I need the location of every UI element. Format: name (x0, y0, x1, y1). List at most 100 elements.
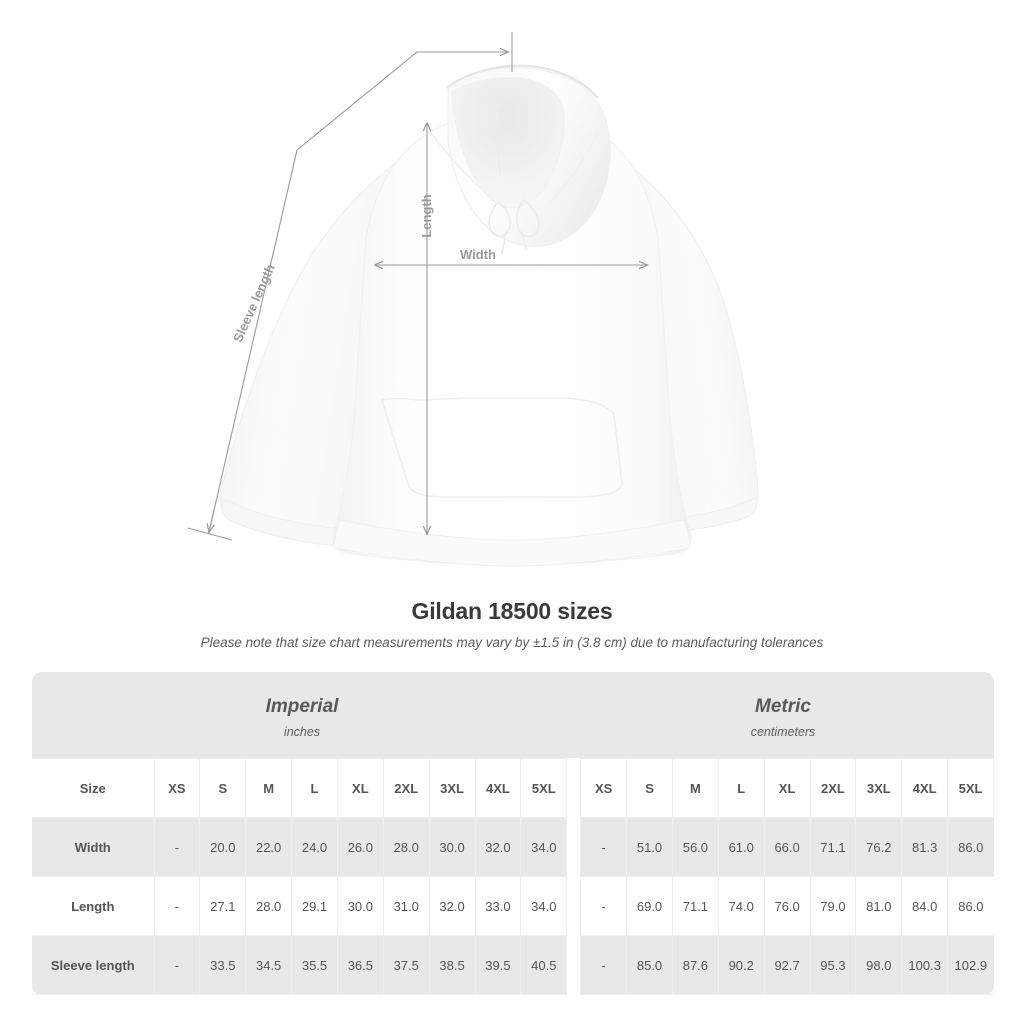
table-row: Sleeve length -33.5 34.5 35.5 36.5 37.5 38.5 39… (32, 935, 994, 995)
cell-metric: 79.0 (809, 876, 857, 936)
cell-metric: 102.9 (947, 935, 994, 995)
cell-imperial: 24.0 (291, 817, 338, 877)
cell-imperial: 32.0 (474, 817, 522, 877)
cell-imperial: 30.0 (428, 817, 476, 877)
cell-metric: 76.0 (763, 876, 811, 936)
cell-imperial: 31.0 (382, 876, 430, 936)
cell-imperial: 40.5 (520, 935, 568, 995)
cell-metric: 86.0 (947, 876, 994, 936)
size-header-metric-3xl: 3XL (855, 758, 903, 818)
sleeve-length-start-tick (187, 527, 233, 541)
unit-metric-name: Metric (755, 695, 811, 717)
cell-metric: 86.0 (947, 817, 994, 877)
cell-metric: - (580, 817, 628, 877)
table-row: Width -20.0 22.0 24.0 26.0 28.0 30.0 32.0 34.0-5… (32, 817, 994, 877)
size-header-metric-s: S (626, 758, 673, 818)
cell-metric: - (580, 935, 628, 995)
sleeve-length-arrow-start (209, 509, 214, 532)
unit-imperial-sub: inches (283, 724, 321, 739)
size-header-imperial-xl: XL (336, 758, 384, 818)
cell-metric: 61.0 (717, 817, 765, 877)
page-title: Gildan 18500 sizes (411, 598, 613, 624)
cell-imperial: 38.5 (428, 935, 476, 995)
cell-imperial: 33.0 (474, 876, 522, 936)
cell-metric: 95.3 (809, 935, 857, 995)
table-header-row: Size XS S M L XL 2XL 3XL 4XL 5XL XS S M L XL 2XL 3XL 4XL… (32, 758, 994, 818)
size-header-metric-xs: XS (580, 758, 628, 818)
cell-metric: 84.0 (901, 876, 949, 936)
cell-imperial: 20.0 (199, 817, 247, 877)
cell-imperial: 35.5 (291, 935, 338, 995)
table-corner-label: Size (32, 758, 155, 818)
cell-imperial: - (153, 935, 201, 995)
size-header-metric-m: M (671, 758, 719, 818)
cell-metric: 56.0 (671, 817, 719, 877)
cell-imperial: 34.0 (520, 817, 568, 877)
unit-metric-sub: centimeters (750, 724, 816, 739)
cell-metric: 66.0 (763, 817, 811, 877)
unit-divider (566, 876, 581, 936)
table-row: Length -27.1 28.0 29.1 30.0 31.0 32.0 33.0 34.0-… (32, 876, 994, 936)
sleeve-length-arrow (208, 52, 508, 533)
unit-divider (566, 758, 581, 818)
cell-imperial: 28.0 (382, 817, 430, 877)
cell-imperial: 26.0 (336, 817, 384, 877)
size-header-metric-l: L (717, 758, 765, 818)
cell-imperial: 36.5 (336, 935, 384, 995)
unit-metric: Metric centimeters (572, 672, 994, 758)
size-header-metric-2xl: 2XL (809, 758, 857, 818)
row-label: Length (32, 876, 155, 936)
cell-metric: 92.7 (763, 935, 811, 995)
cell-metric: 98.0 (855, 935, 903, 995)
cell-metric: 100.3 (901, 935, 949, 995)
size-header-imperial-3xl: 3XL (428, 758, 476, 818)
size-header-imperial-4xl: 4XL (474, 758, 522, 818)
cell-metric: 69.0 (626, 876, 673, 936)
row-label: Width (32, 817, 155, 877)
size-header-imperial-s: S (199, 758, 247, 818)
cell-metric: 76.2 (855, 817, 903, 877)
cell-imperial: - (153, 876, 201, 936)
size-header-metric-5xl: 5XL (947, 758, 994, 818)
width-label: Width (460, 247, 496, 262)
cell-metric: 87.6 (671, 935, 719, 995)
size-header-imperial-m: M (245, 758, 293, 818)
cell-imperial: 29.1 (291, 876, 338, 936)
title-block: Gildan 18500 sizes Please note that size… (0, 598, 1024, 650)
unit-banner: Imperial inches Metric centimeters (32, 672, 994, 758)
cell-imperial: 34.0 (520, 876, 568, 936)
size-chart-table: Imperial inches Metric centimeters Size … (32, 672, 994, 995)
cell-imperial: 37.5 (382, 935, 430, 995)
sleeve-length-label: Sleeve length (230, 262, 278, 345)
size-header-imperial-xs: XS (153, 758, 201, 818)
cell-metric: 74.0 (717, 876, 765, 936)
cell-imperial: 32.0 (428, 876, 476, 936)
measurements-table: Size XS S M L XL 2XL 3XL 4XL 5XL XS S M L XL 2XL 3XL 4XL… (32, 758, 994, 995)
hoodie-graphic (219, 64, 759, 567)
garment-illustration: Sleeve length Length Width (187, 32, 759, 567)
cell-metric: 71.1 (671, 876, 719, 936)
row-label: Sleeve length (32, 935, 155, 995)
cell-imperial: 22.0 (245, 817, 293, 877)
tolerance-note: Please note that size chart measurements… (200, 635, 824, 650)
cell-metric: 81.3 (901, 817, 949, 877)
length-label: Length (419, 194, 434, 237)
unit-divider (566, 935, 581, 995)
cell-imperial: 34.5 (245, 935, 293, 995)
size-header-imperial-5xl: 5XL (520, 758, 568, 818)
cell-imperial: 33.5 (199, 935, 247, 995)
unit-imperial: Imperial inches (32, 672, 572, 758)
cell-metric: 51.0 (626, 817, 673, 877)
size-header-imperial-l: L (291, 758, 338, 818)
unit-imperial-name: Imperial (265, 695, 339, 717)
cell-metric: 85.0 (626, 935, 673, 995)
size-header-metric-4xl: 4XL (901, 758, 949, 818)
cell-imperial: 30.0 (336, 876, 384, 936)
cell-imperial: 39.5 (474, 935, 522, 995)
cell-imperial: 28.0 (245, 876, 293, 936)
size-header-imperial-2xl: 2XL (382, 758, 430, 818)
unit-divider (566, 817, 581, 877)
cell-metric: 90.2 (717, 935, 765, 995)
cell-imperial: 27.1 (199, 876, 247, 936)
